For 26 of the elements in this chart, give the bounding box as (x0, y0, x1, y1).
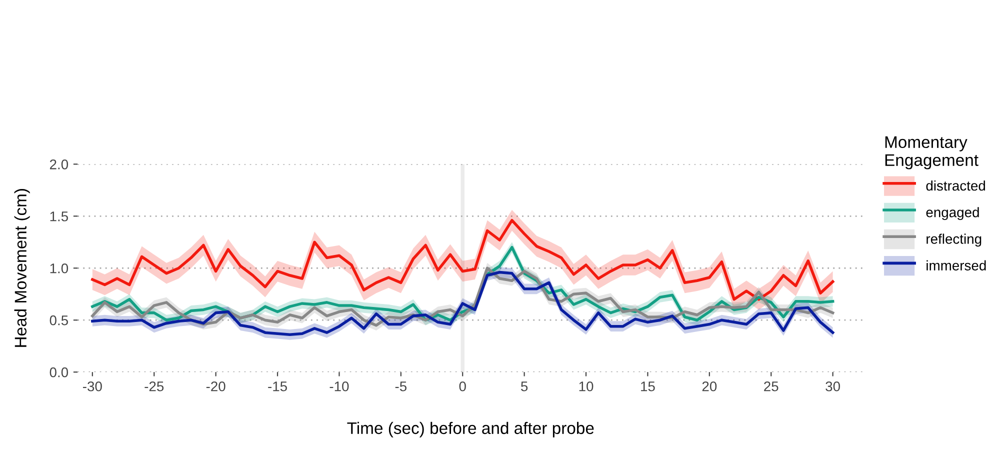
x-tick-label: 0 (459, 381, 466, 392)
x-tick-label: 10 (579, 381, 594, 392)
x-axis-title: Time (sec) before and after probe (347, 422, 594, 438)
x-tick-label: -25 (144, 381, 164, 392)
x-tick-label: 5 (521, 382, 528, 392)
x-tick-label: -20 (206, 381, 226, 392)
x-tick-label: 25 (764, 381, 778, 392)
y-tick-label: 0.5 (50, 315, 68, 326)
x-tick-label: -10 (330, 381, 349, 392)
x-tick-label: -30 (83, 381, 102, 392)
x-tick-label: -5 (395, 382, 407, 392)
legend-label: immersed (926, 260, 986, 270)
x-tick-label: 20 (702, 381, 717, 392)
x-tick-label: -15 (268, 382, 287, 392)
x-tick-label: 30 (826, 381, 840, 392)
legend-label: distracted (926, 180, 986, 191)
x-tick-label: 15 (641, 382, 655, 392)
y-tick-label: 1.5 (50, 212, 68, 222)
y-tick-label: 2.0 (50, 160, 68, 170)
y-tick-label: 0.0 (50, 367, 68, 378)
legend-title: Momentary Engagement (885, 136, 978, 170)
y-tick-label: 1.0 (50, 263, 68, 274)
line-series (91, 218, 834, 301)
y-axis-title: Head Movement (cm) (14, 189, 30, 347)
legend-label: engaged (926, 207, 979, 220)
legend-label: reflecting (926, 234, 982, 247)
